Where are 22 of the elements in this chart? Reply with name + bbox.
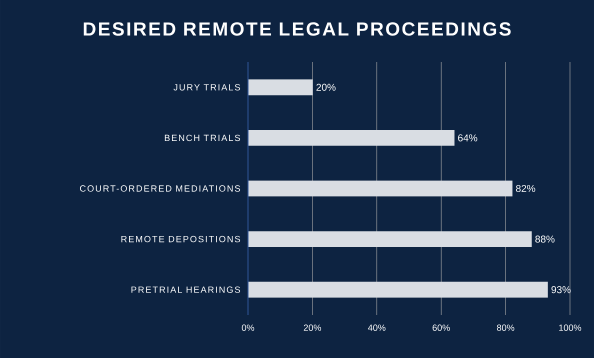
data-label: 88% bbox=[535, 236, 555, 243]
data-label: 20% bbox=[316, 84, 336, 91]
y-tick-label: BENCH TRIALS bbox=[164, 134, 240, 142]
y-tick-label: REMOTE DEPOSITIONS bbox=[121, 236, 240, 242]
data-label: 93% bbox=[551, 286, 571, 294]
y-tick-label: PRETRIAL HEARINGS bbox=[131, 286, 240, 293]
chart-title: DESIRED REMOTE LEGAL PROCEEDINGS bbox=[84, 22, 511, 36]
y-tick-label: JURY TRIALS bbox=[174, 84, 240, 90]
x-tick-label: 0% bbox=[242, 324, 254, 331]
x-tick-label: 80% bbox=[496, 324, 514, 331]
bar bbox=[248, 282, 548, 298]
data-label: 82% bbox=[516, 184, 536, 192]
bar bbox=[248, 231, 532, 247]
bar bbox=[248, 130, 454, 146]
data-label: 64% bbox=[458, 134, 478, 142]
x-tick-label: 100% bbox=[559, 324, 582, 331]
x-tick-label: 40% bbox=[368, 324, 386, 331]
bar bbox=[248, 180, 512, 196]
y-tick-label: COURT-ORDERED MEDIATIONS bbox=[80, 185, 240, 192]
x-tick-label: 60% bbox=[432, 324, 450, 331]
x-tick-label: 20% bbox=[304, 324, 322, 331]
bar bbox=[248, 79, 313, 96]
